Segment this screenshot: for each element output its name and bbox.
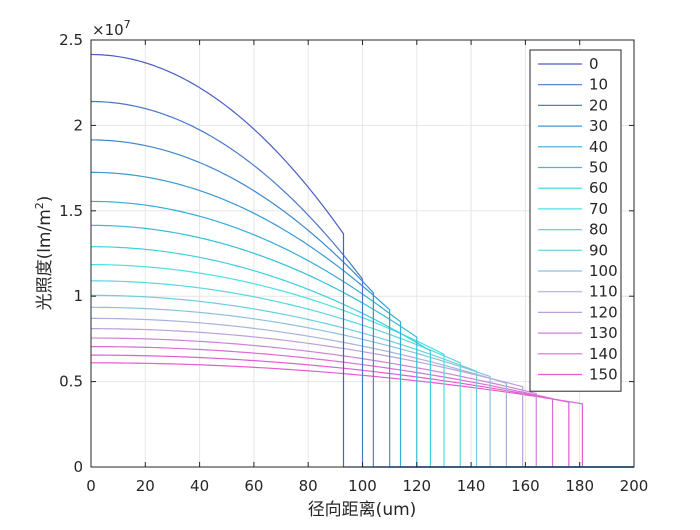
legend-label-150: 150 xyxy=(589,366,618,384)
y-tick-label: 2 xyxy=(73,116,83,134)
y-tick-label: 1.5 xyxy=(59,202,83,220)
x-tick-label: 160 xyxy=(511,477,540,495)
legend-label-40: 40 xyxy=(589,138,608,156)
legend-label-20: 20 xyxy=(589,96,608,114)
legend-label-30: 30 xyxy=(589,117,608,135)
y-tick-label: 0 xyxy=(73,458,83,476)
x-tick-label: 200 xyxy=(620,477,649,495)
y-tick-label: 2.5 xyxy=(59,31,83,49)
x-tick-label: 80 xyxy=(299,477,318,495)
series-lines xyxy=(90,53,634,468)
x-tick-label: 100 xyxy=(348,477,377,495)
series-line-110 xyxy=(90,317,634,468)
legend: 0 10 20 30 40 50 60 70 80 90 100 110 120 130 140 150 xyxy=(529,49,622,392)
series-line-60 xyxy=(90,246,634,468)
y-exponent-power: 7 xyxy=(124,18,131,31)
x-tick-label: 40 xyxy=(190,477,209,495)
legend-label-120: 120 xyxy=(589,303,618,321)
y-axis-label-close: ) xyxy=(35,196,55,203)
y-tick-label: 0.5 xyxy=(59,373,83,391)
series-line-20 xyxy=(90,139,634,468)
legend-label-110: 110 xyxy=(589,283,618,301)
legend-label-10: 10 xyxy=(589,76,608,94)
series-line-30 xyxy=(90,171,634,468)
series-line-150 xyxy=(91,354,634,468)
legend-label-90: 90 xyxy=(589,241,608,259)
series-line-130 xyxy=(91,337,634,468)
series-line-50 xyxy=(90,224,634,468)
series-line-80 xyxy=(90,280,634,468)
x-tick-label: 180 xyxy=(565,477,594,495)
legend-label-100: 100 xyxy=(589,262,618,280)
legend-label-130: 130 xyxy=(589,324,618,342)
series-line-40 xyxy=(90,200,634,468)
x-tick-label: 140 xyxy=(457,477,486,495)
legend-label-0: 0 xyxy=(589,55,599,73)
series-line-10 xyxy=(90,100,634,468)
series-line-140 xyxy=(91,345,634,468)
y-axis-label-main: 光照度(lm/m xyxy=(35,209,55,310)
legend-label-80: 80 xyxy=(589,221,608,239)
legend-box xyxy=(529,49,622,392)
legend-label-140: 140 xyxy=(589,345,618,363)
y-tick-label: 1 xyxy=(73,287,83,305)
x-tick-label: 120 xyxy=(402,477,431,495)
series-line-trailing xyxy=(90,362,634,468)
y-exponent-label: ×107 xyxy=(92,18,131,39)
x-tick-label: 60 xyxy=(244,477,263,495)
x-tick-label: 0 xyxy=(86,477,96,495)
x-axis-label: 径向距离(um) xyxy=(308,500,417,520)
legend-label-70: 70 xyxy=(589,200,608,218)
y-exponent-base: ×10 xyxy=(92,21,124,39)
x-tick-label: 20 xyxy=(136,477,155,495)
legend-label-50: 50 xyxy=(589,159,608,177)
y-axis-label: 光照度(lm/m2) xyxy=(33,196,55,311)
y-axis-label-superscript: 2 xyxy=(33,202,46,209)
series-line-0 xyxy=(90,53,634,468)
series-line-100 xyxy=(90,306,634,468)
legend-label-60: 60 xyxy=(589,179,608,197)
series-line-90 xyxy=(90,294,634,468)
series-line-70 xyxy=(90,264,634,468)
